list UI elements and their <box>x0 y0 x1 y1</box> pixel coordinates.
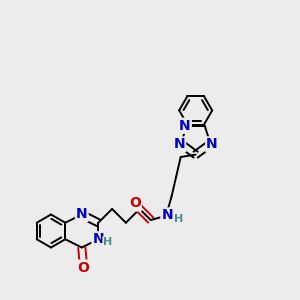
Text: N: N <box>206 137 218 152</box>
Text: N: N <box>76 207 88 221</box>
Text: H: H <box>174 214 183 224</box>
Text: H: H <box>103 237 112 247</box>
Text: O: O <box>129 196 141 211</box>
Text: N: N <box>92 232 104 246</box>
Text: O: O <box>77 261 89 274</box>
Text: N: N <box>174 137 185 152</box>
Text: N: N <box>179 119 191 133</box>
Text: N: N <box>161 208 173 223</box>
